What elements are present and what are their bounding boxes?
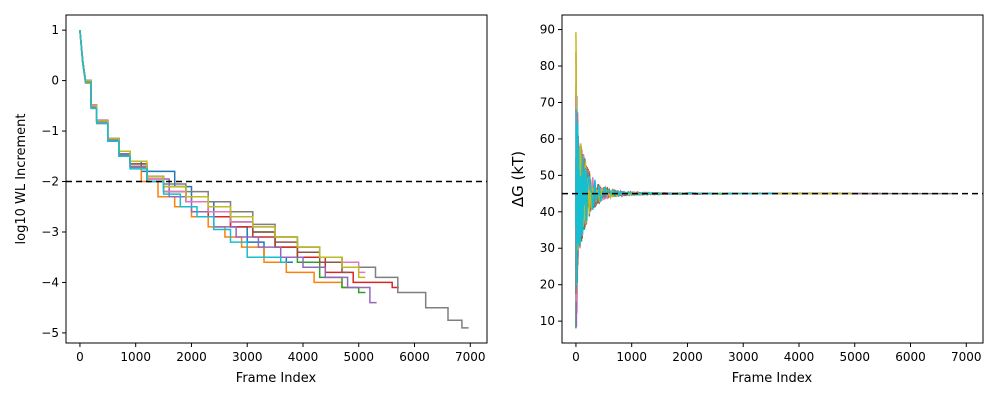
plot-area-left bbox=[66, 15, 487, 343]
x-axis-label-right: Frame Index bbox=[732, 371, 813, 386]
x-tick-label: 7000 bbox=[951, 350, 982, 364]
x-tick-label: 1000 bbox=[616, 350, 647, 364]
x-axis-label-left: Frame Index bbox=[236, 371, 317, 386]
y-tick-label: 50 bbox=[540, 168, 555, 182]
y-tick-label: −3 bbox=[41, 225, 59, 239]
y-axis-label-left: log10 WL Increment bbox=[14, 114, 29, 245]
y-tick-label: −2 bbox=[41, 175, 59, 189]
x-tick-label: 2000 bbox=[176, 350, 207, 364]
plot-area-right bbox=[562, 15, 983, 343]
y-ticks-left: 1 0 −1 −2 −3 −4 −5 bbox=[41, 23, 66, 340]
x-tick-label: 0 bbox=[76, 350, 84, 364]
x-tick-label: 4000 bbox=[288, 350, 319, 364]
y-tick-label: 60 bbox=[540, 132, 555, 146]
y-tick-label: 10 bbox=[540, 314, 555, 328]
y-tick-label: −5 bbox=[41, 326, 59, 340]
series-line bbox=[575, 109, 776, 286]
y-axis-label-right: ΔG (kT) bbox=[509, 151, 527, 207]
panel-wl-increment: 0 1000 2000 3000 4000 5000 6000 7000 1 0 −1 −2 −3 −4… bbox=[14, 14, 488, 386]
panel-delta-g: 0 1000 2000 3000 4000 5000 6000 7000 10 20 30 40 50… bbox=[509, 14, 984, 386]
y-ticks-right: 10 20 30 40 50 60 70 80 90 bbox=[540, 23, 562, 328]
x-tick-label: 3000 bbox=[232, 350, 263, 364]
plot-frame-left bbox=[65, 14, 488, 344]
y-tick-label: 80 bbox=[540, 59, 555, 73]
y-tick-label: 90 bbox=[540, 23, 555, 37]
x-tick-label: 7000 bbox=[455, 350, 486, 364]
x-ticks-right: 0 1000 2000 3000 4000 5000 6000 7000 bbox=[572, 343, 982, 364]
y-tick-label: 20 bbox=[540, 278, 555, 292]
x-tick-label: 6000 bbox=[895, 350, 926, 364]
x-tick-label: 2000 bbox=[672, 350, 703, 364]
y-tick-label: 40 bbox=[540, 205, 555, 219]
y-tick-label: 70 bbox=[540, 95, 555, 109]
x-tick-label: 1000 bbox=[120, 350, 151, 364]
x-tick-label: 3000 bbox=[728, 350, 759, 364]
x-tick-label: 5000 bbox=[343, 350, 374, 364]
y-tick-label: 1 bbox=[51, 23, 59, 37]
x-tick-label: 6000 bbox=[399, 350, 430, 364]
y-tick-label: −4 bbox=[41, 275, 59, 289]
x-tick-label: 5000 bbox=[839, 350, 870, 364]
x-ticks-left: 0 1000 2000 3000 4000 5000 6000 7000 bbox=[76, 343, 486, 364]
x-tick-label: 0 bbox=[572, 350, 580, 364]
y-tick-label: −1 bbox=[41, 124, 59, 138]
y-tick-label: 0 bbox=[51, 74, 59, 88]
series-group-left bbox=[79, 30, 469, 329]
series-line bbox=[79, 30, 288, 264]
plot-frame-right bbox=[561, 14, 984, 344]
x-tick-label: 4000 bbox=[784, 350, 815, 364]
y-tick-label: 30 bbox=[540, 241, 555, 255]
